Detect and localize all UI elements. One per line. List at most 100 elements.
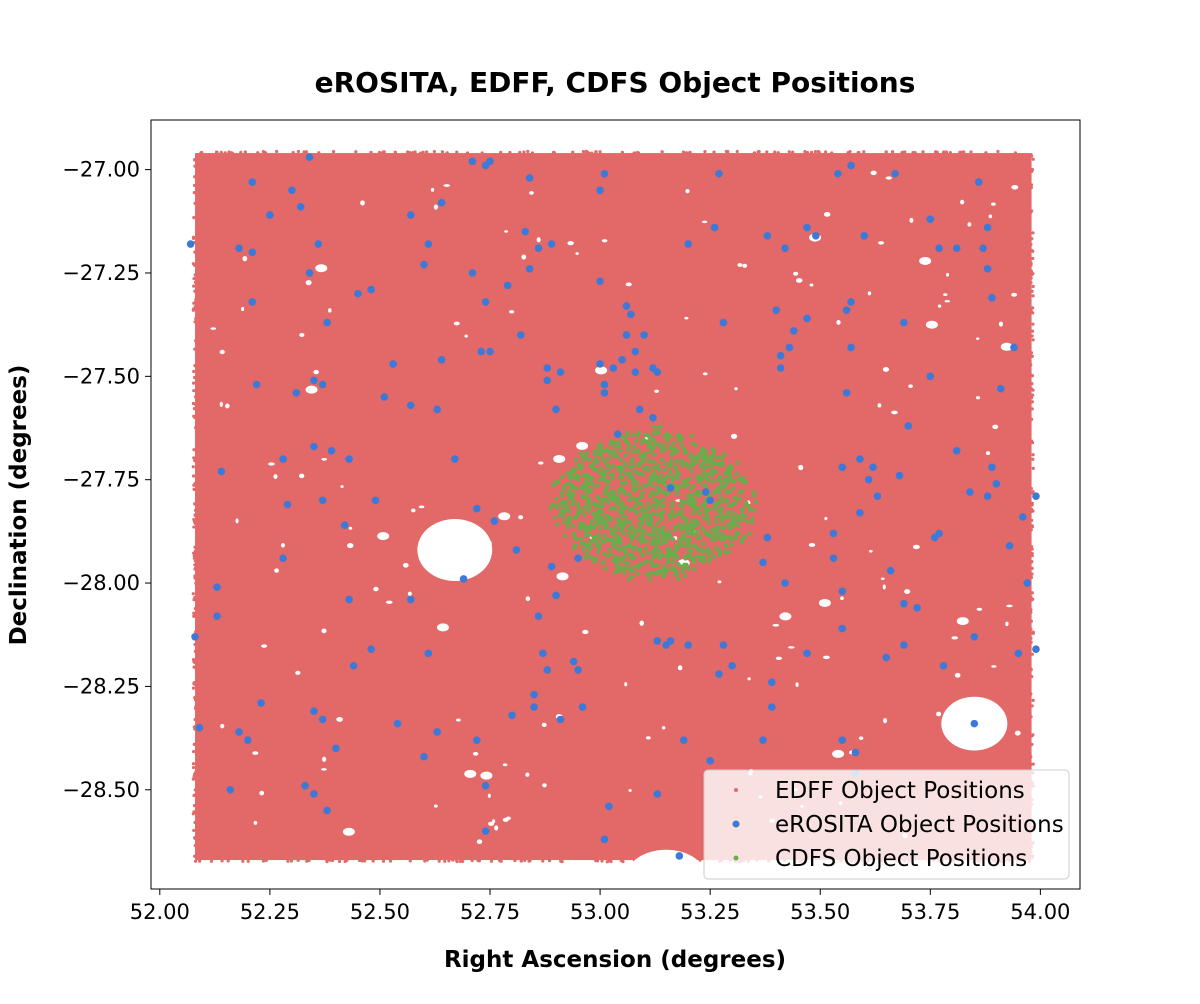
erosita-point: [983, 223, 992, 232]
cdfs-point: [651, 445, 656, 451]
edff-point: [264, 858, 268, 862]
cdfs-point: [685, 493, 691, 498]
cdfs-point: [621, 531, 627, 536]
edff-point: [192, 474, 196, 478]
cdfs-point: [716, 477, 721, 483]
cdfs-point: [649, 559, 654, 565]
edff-point: [1031, 490, 1035, 494]
erosita-point: [547, 240, 556, 248]
cdfs-point: [686, 566, 691, 571]
erosita-point: [926, 215, 935, 224]
y-tick-label: −28.00: [62, 571, 140, 595]
cdfs-point: [727, 469, 732, 474]
edff-point: [688, 150, 692, 154]
cdfs-point: [647, 577, 653, 582]
cdfs-point: [655, 521, 660, 526]
axes: 52.00 52.25 52.50 52.75 53.00 53.25 53.50 53.75…: [62, 119, 1081, 924]
x-axis-label: Right Ascension (degrees): [444, 947, 786, 973]
cdfs-point: [591, 525, 597, 530]
edff-gap: [909, 217, 914, 223]
cdfs-point: [667, 512, 672, 517]
edff-point: [215, 151, 219, 155]
edff-point: [489, 859, 494, 863]
cdfs-point: [691, 483, 696, 489]
cdfs-point: [565, 505, 570, 510]
cdfs-point: [740, 513, 745, 518]
erosita-point: [459, 575, 468, 583]
edff-gap: [840, 596, 844, 601]
erosita-point: [926, 372, 935, 381]
cdfs-point: [726, 509, 731, 515]
cdfs-point: [576, 462, 582, 467]
cdfs-point: [584, 490, 589, 496]
cdfs-point: [604, 497, 610, 503]
cdfs-point: [713, 469, 718, 475]
cdfs-point: [740, 517, 745, 522]
cdfs-point: [610, 476, 615, 481]
cdfs-point: [659, 457, 665, 463]
cdfs-point: [683, 554, 688, 559]
edff-point: [193, 481, 197, 486]
cdfs-point: [653, 526, 658, 531]
erosita-point: [596, 186, 604, 195]
cdfs-point: [590, 556, 595, 561]
cdfs-point: [616, 534, 621, 539]
cdfs-point: [700, 455, 706, 460]
edff-point: [1029, 692, 1033, 696]
cdfs-point: [697, 535, 703, 540]
cdfs-point: [735, 517, 740, 522]
edff-point: [191, 308, 195, 312]
edff-point: [598, 150, 602, 154]
cdfs-point: [595, 494, 600, 499]
edff-point: [192, 448, 196, 452]
cdfs-point: [572, 485, 577, 491]
cdfs-point: [705, 516, 710, 521]
edff-point: [191, 777, 195, 781]
cdfs-point: [561, 510, 566, 515]
edff-point: [1030, 554, 1034, 558]
cdfs-point: [625, 433, 630, 438]
erosita-point: [481, 298, 490, 306]
erosita-point: [803, 649, 811, 658]
cdfs-point: [744, 502, 749, 508]
cdfs-point: [603, 468, 608, 473]
edff-gap: [242, 255, 248, 262]
edff-gap: [274, 568, 279, 573]
cdfs-point: [584, 451, 589, 456]
edff-gap: [1006, 604, 1013, 608]
erosita-point: [666, 637, 675, 645]
edff-point: [192, 414, 196, 418]
erosita-point: [534, 612, 543, 620]
edff-gap: [747, 677, 751, 681]
cdfs-point: [679, 442, 684, 447]
edff-point: [1029, 210, 1033, 214]
cdfs-point: [723, 471, 728, 476]
cdfs-point: [651, 502, 656, 507]
edff-point: [900, 151, 904, 155]
erosita-point: [525, 174, 534, 182]
erosita-point: [213, 583, 221, 591]
erosita-point: [420, 752, 428, 761]
edff-point: [192, 369, 196, 374]
cdfs-point: [646, 501, 651, 506]
erosita-point: [838, 587, 847, 596]
edff-gap: [772, 623, 780, 627]
cdfs-point: [708, 549, 713, 554]
edff-gap: [985, 451, 991, 456]
cdfs-point: [652, 547, 657, 552]
cdfs-point: [665, 474, 670, 479]
cdfs-point: [696, 493, 701, 498]
cdfs-point: [576, 505, 581, 510]
cdfs-point: [622, 570, 627, 575]
cdfs-point: [676, 487, 681, 492]
edff-point: [193, 566, 197, 570]
edff-point: [192, 375, 197, 380]
edff-point: [194, 299, 198, 304]
cdfs-point: [712, 491, 717, 496]
erosita-point: [900, 641, 908, 649]
edff-point: [330, 858, 335, 863]
erosita-point: [266, 211, 274, 219]
cdfs-point: [658, 424, 664, 429]
erosita-point: [481, 827, 490, 835]
cdfs-point: [672, 450, 677, 455]
